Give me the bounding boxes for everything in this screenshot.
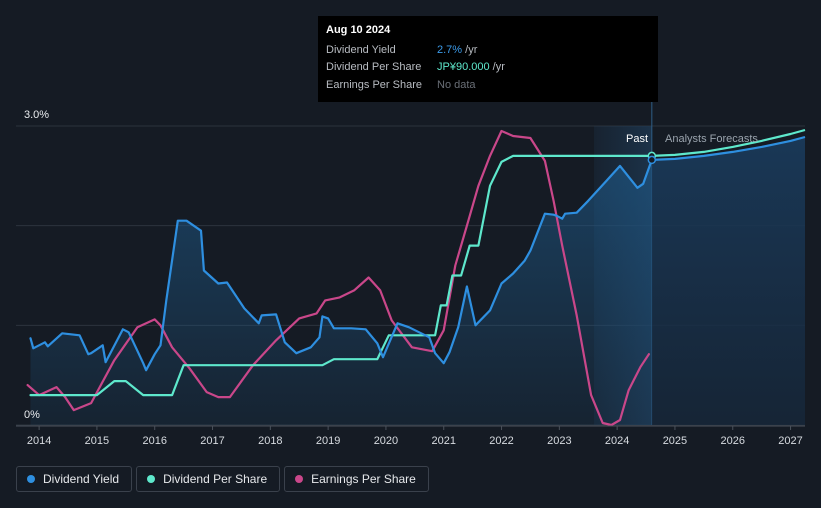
tooltip-row-dividend-per-share: Dividend Per Share JP¥90.000 /yr <box>326 59 650 77</box>
dividend-per-share-forecast-line <box>651 128 806 157</box>
tooltip-value: No data <box>437 78 476 91</box>
x-tick-label: 2023 <box>547 435 571 447</box>
dividend-yield-line <box>29 158 653 372</box>
dividend-yield-area <box>30 159 652 425</box>
dividend-yield-forecast-line <box>651 135 806 161</box>
y-top-label: 3.0% <box>24 109 49 121</box>
legend-label: Dividend Yield <box>43 472 120 486</box>
x-tick-label: 2019 <box>316 435 340 447</box>
dividend-per-share-line <box>29 154 653 397</box>
tooltip-row-earnings-per-share: Earnings Per Share No data <box>326 76 650 94</box>
past-label: Past <box>626 133 648 145</box>
legend-item-earnings-per-share[interactable]: Earnings Per Share <box>284 466 429 492</box>
x-tick-label: 2014 <box>27 435 51 447</box>
tooltip-value: 2.7% <box>437 43 463 56</box>
tooltip-unit: /yr <box>462 43 478 56</box>
legend-dot-icon <box>27 475 35 483</box>
tooltip-value: JP¥90.000 <box>437 61 490 74</box>
tooltip-date: Aug 10 2024 <box>326 24 391 36</box>
legend-label: Earnings Per Share <box>311 472 416 486</box>
x-tick-label: 2025 <box>663 435 687 447</box>
legend-dot-icon <box>295 475 304 483</box>
tooltip-unit: /yr <box>489 61 505 74</box>
x-tick-label: 2022 <box>489 435 513 447</box>
forecast-area <box>651 137 805 425</box>
forecast-label: Analysts Forecasts <box>665 133 758 145</box>
earnings-per-share-line <box>26 129 651 427</box>
legend: Dividend Yield Dividend Per Share Earnin… <box>16 466 429 492</box>
x-tick-label: 2024 <box>605 435 629 447</box>
legend-dot-icon <box>147 475 156 483</box>
x-tick-label: 2017 <box>200 435 224 447</box>
x-tick-label: 2018 <box>258 435 282 447</box>
tooltip: Aug 10 2024 Dividend Yield 2.7% /yr Divi… <box>318 16 658 102</box>
x-tick-label: 2021 <box>431 435 455 447</box>
legend-item-dividend-yield[interactable]: Dividend Yield <box>16 466 133 492</box>
tooltip-row-dividend-yield: Dividend Yield 2.7% /yr <box>326 41 650 59</box>
tooltip-label: Dividend Per Share <box>326 61 422 74</box>
x-tick-label: 2020 <box>374 435 398 447</box>
legend-item-dividend-per-share[interactable]: Dividend Per Share <box>136 466 281 492</box>
x-tick-label: 2016 <box>142 435 166 447</box>
tooltip-label: Earnings Per Share <box>326 78 422 91</box>
x-tick-label: 2026 <box>721 435 745 447</box>
tooltip-label: Dividend Yield <box>326 43 396 56</box>
x-tick-label: 2027 <box>778 435 802 447</box>
dividend-yield-marker <box>647 155 657 165</box>
x-tick-label: 2015 <box>85 435 109 447</box>
legend-label: Dividend Per Share <box>163 472 268 486</box>
y-bottom-label: 0% <box>24 409 40 421</box>
